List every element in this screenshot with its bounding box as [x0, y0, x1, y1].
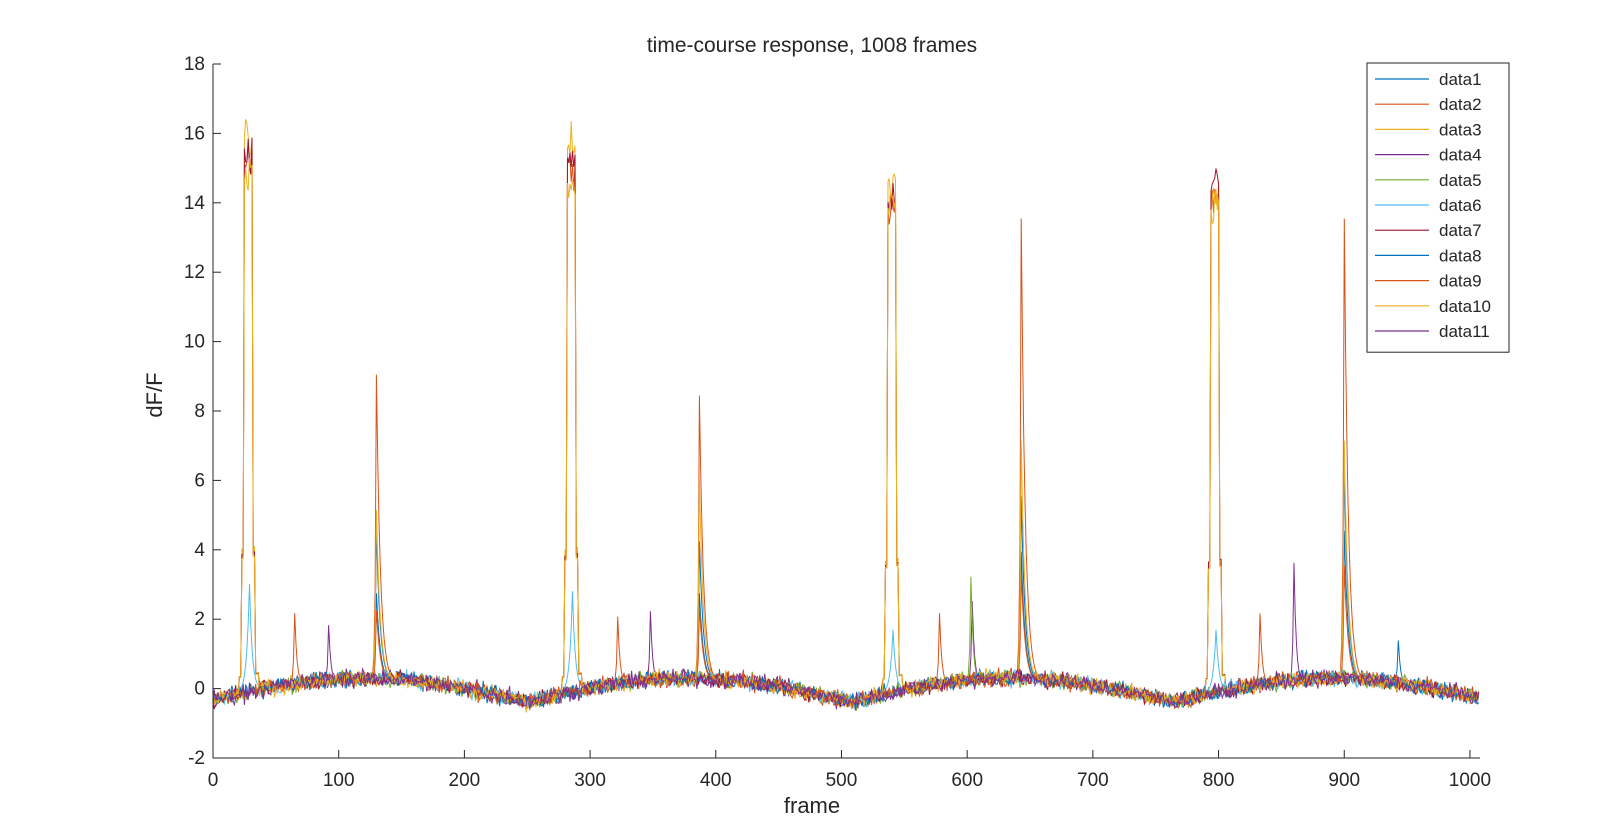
series-line-data11 — [212, 667, 1480, 710]
y-tick-label: 8 — [194, 401, 205, 422]
legend-label-data9: data9 — [1439, 272, 1482, 291]
x-tick-label: 900 — [1328, 770, 1360, 791]
y-tick-label: 10 — [184, 332, 205, 353]
y-tick-label: 14 — [184, 193, 206, 214]
legend-label-data11: data11 — [1439, 322, 1490, 341]
legend: data1 data2 data3 data4 data5 data6 data7 data8… — [1366, 62, 1510, 353]
series-group — [212, 119, 1480, 713]
chart-title: time-course response, 1008 frames — [647, 34, 977, 57]
y-tick-label: 0 — [194, 679, 205, 700]
legend-box — [1366, 62, 1510, 353]
x-tick-label: 400 — [700, 770, 732, 791]
y-tick-label: -2 — [188, 748, 205, 769]
axes-group: 0 100 200 300 400 500 600 700 800 900 1000-2024681… — [184, 54, 1491, 791]
y-tick-label: 6 — [194, 470, 205, 491]
x-axis-label: frame — [784, 793, 840, 818]
x-tick-label: 1000 — [1449, 770, 1491, 791]
legend-label-data4: data4 — [1439, 146, 1482, 165]
series-line-data8 — [212, 530, 1480, 711]
y-tick-label: 4 — [194, 540, 205, 561]
x-tick-label: 0 — [208, 770, 219, 791]
legend-label-data2: data2 — [1439, 95, 1482, 114]
y-tick-label: 2 — [194, 609, 205, 630]
x-tick-label: 800 — [1203, 770, 1235, 791]
legend-label-data7: data7 — [1439, 221, 1482, 240]
x-tick-label: 300 — [574, 770, 606, 791]
legend-label-data5: data5 — [1439, 171, 1482, 190]
legend-label-data8: data8 — [1439, 246, 1482, 265]
legend-label-data6: data6 — [1439, 196, 1482, 215]
x-tick-label: 200 — [449, 770, 481, 791]
legend-label-data3: data3 — [1439, 120, 1482, 139]
legend-label-data1: data1 — [1439, 70, 1482, 89]
y-tick-label: 12 — [184, 262, 205, 283]
x-tick-label: 700 — [1077, 770, 1109, 791]
x-tick-label: 600 — [951, 770, 983, 791]
x-tick-label: 500 — [826, 770, 858, 791]
y-axis-label: dF/F — [142, 372, 167, 417]
y-tick-label: 16 — [184, 123, 205, 144]
y-tick-label: 18 — [184, 54, 205, 75]
legend-label-data10: data10 — [1439, 297, 1491, 316]
x-tick-label: 100 — [323, 770, 355, 791]
plot-area: 0 100 200 300 400 500 600 700 800 900 1000-2024681… — [184, 54, 1491, 791]
